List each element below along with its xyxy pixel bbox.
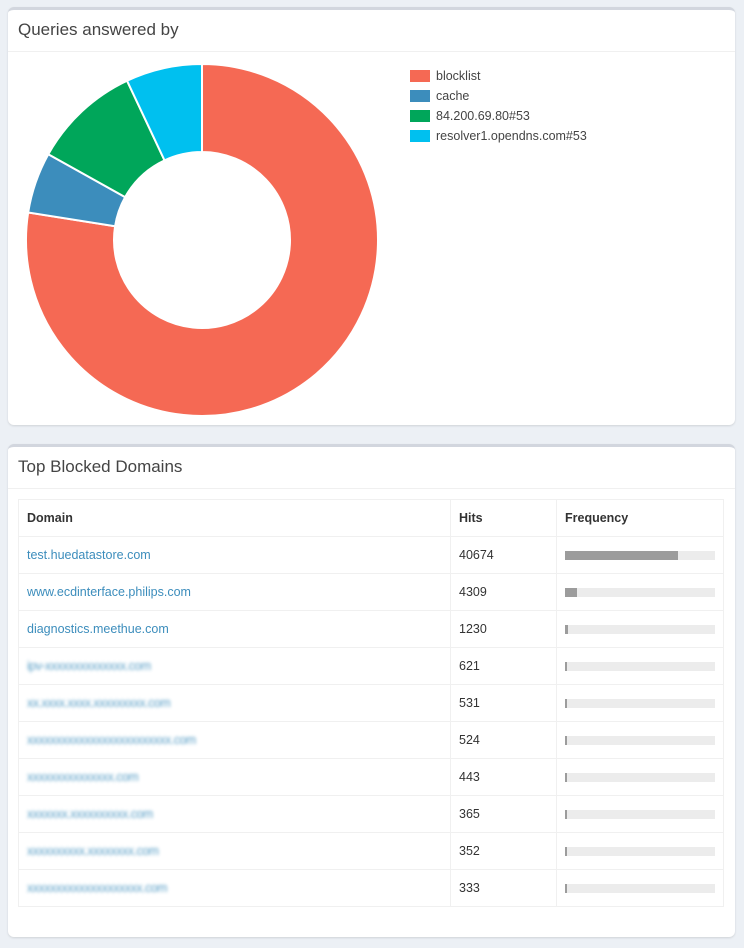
domain-link[interactable]: xxxxxxxxxxxxxxxxxxxx.com bbox=[27, 881, 168, 895]
domain-link[interactable]: xxxxxxxxxx.xxxxxxxx.com bbox=[27, 844, 159, 858]
domain-cell: xxxxxxxxxxxxxxxxxxxxxxxxx.com bbox=[18, 721, 451, 759]
frequency-cell bbox=[556, 536, 724, 574]
domain-cell: www.ecdinterface.philips.com bbox=[18, 573, 451, 611]
table-header-row: Domain Hits Frequency bbox=[18, 499, 724, 537]
hits-cell: 4309 bbox=[450, 573, 557, 611]
frequency-bar bbox=[565, 809, 715, 819]
domain-cell: xxxxxxx.xxxxxxxxxx.com bbox=[18, 795, 451, 833]
legend-item[interactable]: resolver1.opendns.com#53 bbox=[410, 126, 587, 146]
legend-swatch bbox=[410, 70, 430, 82]
frequency-cell bbox=[556, 869, 724, 907]
column-header-domain[interactable]: Domain bbox=[18, 499, 451, 537]
domain-link[interactable]: xxxxxxxxxxxxxxxxxxxxxxxxx.com bbox=[27, 733, 196, 747]
table-row: xx.xxxx.xxxx.xxxxxxxxx.com 531 bbox=[18, 684, 724, 722]
table-row: www.ecdinterface.philips.com 4309 bbox=[18, 573, 724, 611]
frequency-bar bbox=[565, 883, 715, 893]
panel-header: Top Blocked Domains bbox=[8, 447, 735, 489]
domain-link[interactable]: xxxxxxxxxxxxxxx.com bbox=[27, 770, 139, 784]
frequency-cell bbox=[556, 684, 724, 722]
table-row: xxxxxxx.xxxxxxxxxx.com 365 bbox=[18, 795, 724, 833]
table-row: xxxxxxxxxxxxxxx.com 443 bbox=[18, 758, 724, 796]
frequency-bar bbox=[565, 587, 715, 597]
queries-answered-by-panel: Queries answered by blocklist cache 84.200… bbox=[8, 7, 735, 425]
donut-slice-blocklist[interactable] bbox=[25, 62, 379, 417]
legend-swatch bbox=[410, 90, 430, 102]
panel-title: Top Blocked Domains bbox=[18, 457, 183, 476]
domain-link[interactable]: diagnostics.meethue.com bbox=[27, 622, 169, 636]
frequency-bar bbox=[565, 698, 715, 708]
hits-cell: 352 bbox=[450, 832, 557, 870]
domain-link[interactable]: www.ecdinterface.philips.com bbox=[27, 585, 191, 599]
hits-cell: 621 bbox=[450, 647, 557, 685]
hits-cell: 531 bbox=[450, 684, 557, 722]
hits-cell: 40674 bbox=[450, 536, 557, 574]
hits-cell: 1230 bbox=[450, 610, 557, 648]
donut-chart bbox=[25, 62, 379, 417]
domain-cell: test.huedatastore.com bbox=[18, 536, 451, 574]
frequency-bar bbox=[565, 846, 715, 856]
legend-item[interactable]: cache bbox=[410, 86, 587, 106]
top-blocked-table: Domain Hits Frequency test.huedatastore.… bbox=[18, 499, 724, 907]
column-header-hits[interactable]: Hits bbox=[450, 499, 557, 537]
table-row: xxxxxxxxxx.xxxxxxxx.com 352 bbox=[18, 832, 724, 870]
frequency-bar-fill bbox=[565, 809, 567, 819]
frequency-cell bbox=[556, 610, 724, 648]
panel-title: Queries answered by bbox=[18, 20, 179, 39]
legend-label: resolver1.opendns.com#53 bbox=[436, 129, 587, 143]
frequency-bar bbox=[565, 772, 715, 782]
domain-cell: xxxxxxxxxxxxxxxxxxxx.com bbox=[18, 869, 451, 907]
domain-link[interactable]: xxxxxxx.xxxxxxxxxx.com bbox=[27, 807, 153, 821]
legend-label: blocklist bbox=[436, 69, 481, 83]
domain-cell: ipv-xxxxxxxxxxxxxx.com bbox=[18, 647, 451, 685]
frequency-bar-fill bbox=[565, 698, 567, 708]
frequency-bar-fill bbox=[565, 772, 567, 782]
frequency-cell bbox=[556, 795, 724, 833]
frequency-cell bbox=[556, 721, 724, 759]
legend-item[interactable]: blocklist bbox=[410, 66, 587, 86]
frequency-bar bbox=[565, 735, 715, 745]
domain-cell: xxxxxxxxxx.xxxxxxxx.com bbox=[18, 832, 451, 870]
frequency-cell bbox=[556, 832, 724, 870]
table-row: xxxxxxxxxxxxxxxxxxxxxxxxx.com 524 bbox=[18, 721, 724, 759]
frequency-bar-fill bbox=[565, 550, 678, 560]
table-row: xxxxxxxxxxxxxxxxxxxx.com 333 bbox=[18, 869, 724, 907]
table-row: diagnostics.meethue.com 1230 bbox=[18, 610, 724, 648]
legend-item[interactable]: 84.200.69.80#53 bbox=[410, 106, 587, 126]
frequency-bar-fill bbox=[565, 846, 567, 856]
hits-cell: 365 bbox=[450, 795, 557, 833]
frequency-bar bbox=[565, 550, 715, 560]
legend-label: 84.200.69.80#53 bbox=[436, 109, 530, 123]
top-blocked-domains-panel: Top Blocked Domains Domain Hits Frequenc… bbox=[8, 444, 735, 937]
domain-cell: xx.xxxx.xxxx.xxxxxxxxx.com bbox=[18, 684, 451, 722]
chart-legend: blocklist cache 84.200.69.80#53 resolver1.o… bbox=[410, 66, 587, 146]
frequency-cell bbox=[556, 573, 724, 611]
legend-label: cache bbox=[436, 89, 470, 103]
domain-cell: diagnostics.meethue.com bbox=[18, 610, 451, 648]
frequency-bar-fill bbox=[565, 624, 568, 634]
hits-cell: 443 bbox=[450, 758, 557, 796]
domain-link[interactable]: ipv-xxxxxxxxxxxxxx.com bbox=[27, 659, 151, 673]
panel-header: Queries answered by bbox=[8, 10, 735, 52]
domain-cell: xxxxxxxxxxxxxxx.com bbox=[18, 758, 451, 796]
table-row: ipv-xxxxxxxxxxxxxx.com 621 bbox=[18, 647, 724, 685]
legend-swatch bbox=[410, 110, 430, 122]
frequency-cell bbox=[556, 647, 724, 685]
hits-cell: 333 bbox=[450, 869, 557, 907]
frequency-bar-fill bbox=[565, 735, 567, 745]
frequency-bar bbox=[565, 661, 715, 671]
domain-link[interactable]: test.huedatastore.com bbox=[27, 548, 151, 562]
frequency-cell bbox=[556, 758, 724, 796]
column-header-frequency[interactable]: Frequency bbox=[556, 499, 724, 537]
frequency-bar-fill bbox=[565, 661, 567, 671]
donut-slice-resolver1-opendns-com-53[interactable] bbox=[125, 62, 203, 162]
domain-link[interactable]: xx.xxxx.xxxx.xxxxxxxxx.com bbox=[27, 696, 171, 710]
frequency-bar-fill bbox=[565, 883, 567, 893]
table-row: test.huedatastore.com 40674 bbox=[18, 536, 724, 574]
frequency-bar bbox=[565, 624, 715, 634]
frequency-bar-fill bbox=[565, 587, 577, 597]
hits-cell: 524 bbox=[450, 721, 557, 759]
legend-swatch bbox=[410, 130, 430, 142]
